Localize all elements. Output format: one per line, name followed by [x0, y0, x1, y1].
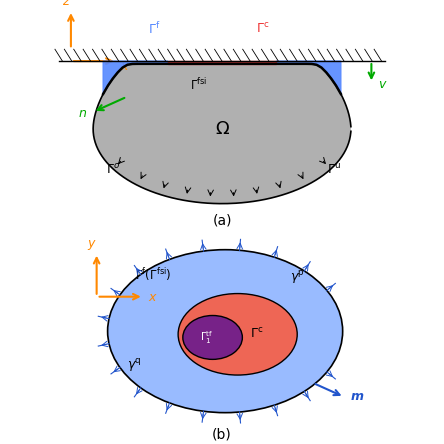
Polygon shape: [93, 64, 351, 204]
Text: $\boldsymbol{m}$: $\boldsymbol{m}$: [350, 390, 365, 403]
Text: $\gamma^{\rm p}$: $\gamma^{\rm p}$: [290, 270, 305, 286]
Text: $z$: $z$: [63, 0, 71, 8]
Text: $v$: $v$: [378, 78, 388, 91]
Text: $\Gamma^{\rm tf}_1$: $\Gamma^{\rm tf}_1$: [200, 329, 213, 346]
Text: $\Gamma^{\rm u}$: $\Gamma^{\rm u}$: [327, 163, 341, 177]
Text: $\Omega$: $\Omega$: [214, 120, 230, 138]
Ellipse shape: [178, 293, 297, 375]
Text: $\Gamma^{\rm f}$: $\Gamma^{\rm f}$: [148, 21, 160, 37]
Text: $\Gamma^{\rm f}(\Gamma^{\rm fsi})$: $\Gamma^{\rm f}(\Gamma^{\rm fsi})$: [135, 266, 171, 283]
Text: $\gamma^{\rm q}$: $\gamma^{\rm q}$: [127, 357, 142, 374]
Polygon shape: [276, 61, 341, 94]
Text: $x$: $x$: [120, 59, 130, 73]
Text: $\Gamma^{\sigma}$: $\Gamma^{\sigma}$: [106, 163, 121, 177]
Text: (b): (b): [212, 428, 232, 442]
Text: $\Gamma^{\rm c}$: $\Gamma^{\rm c}$: [256, 22, 270, 36]
Ellipse shape: [107, 250, 343, 412]
Text: $x$: $x$: [148, 291, 158, 305]
Text: $y$: $y$: [87, 238, 97, 252]
Text: $\Gamma^{\rm c}$: $\Gamma^{\rm c}$: [250, 327, 263, 341]
Text: (a): (a): [212, 214, 232, 228]
Text: $n$: $n$: [78, 107, 87, 120]
Polygon shape: [168, 61, 276, 64]
Ellipse shape: [183, 316, 242, 359]
Polygon shape: [103, 61, 168, 94]
Text: $\Gamma^{\rm fsi}$: $\Gamma^{\rm fsi}$: [190, 77, 207, 93]
